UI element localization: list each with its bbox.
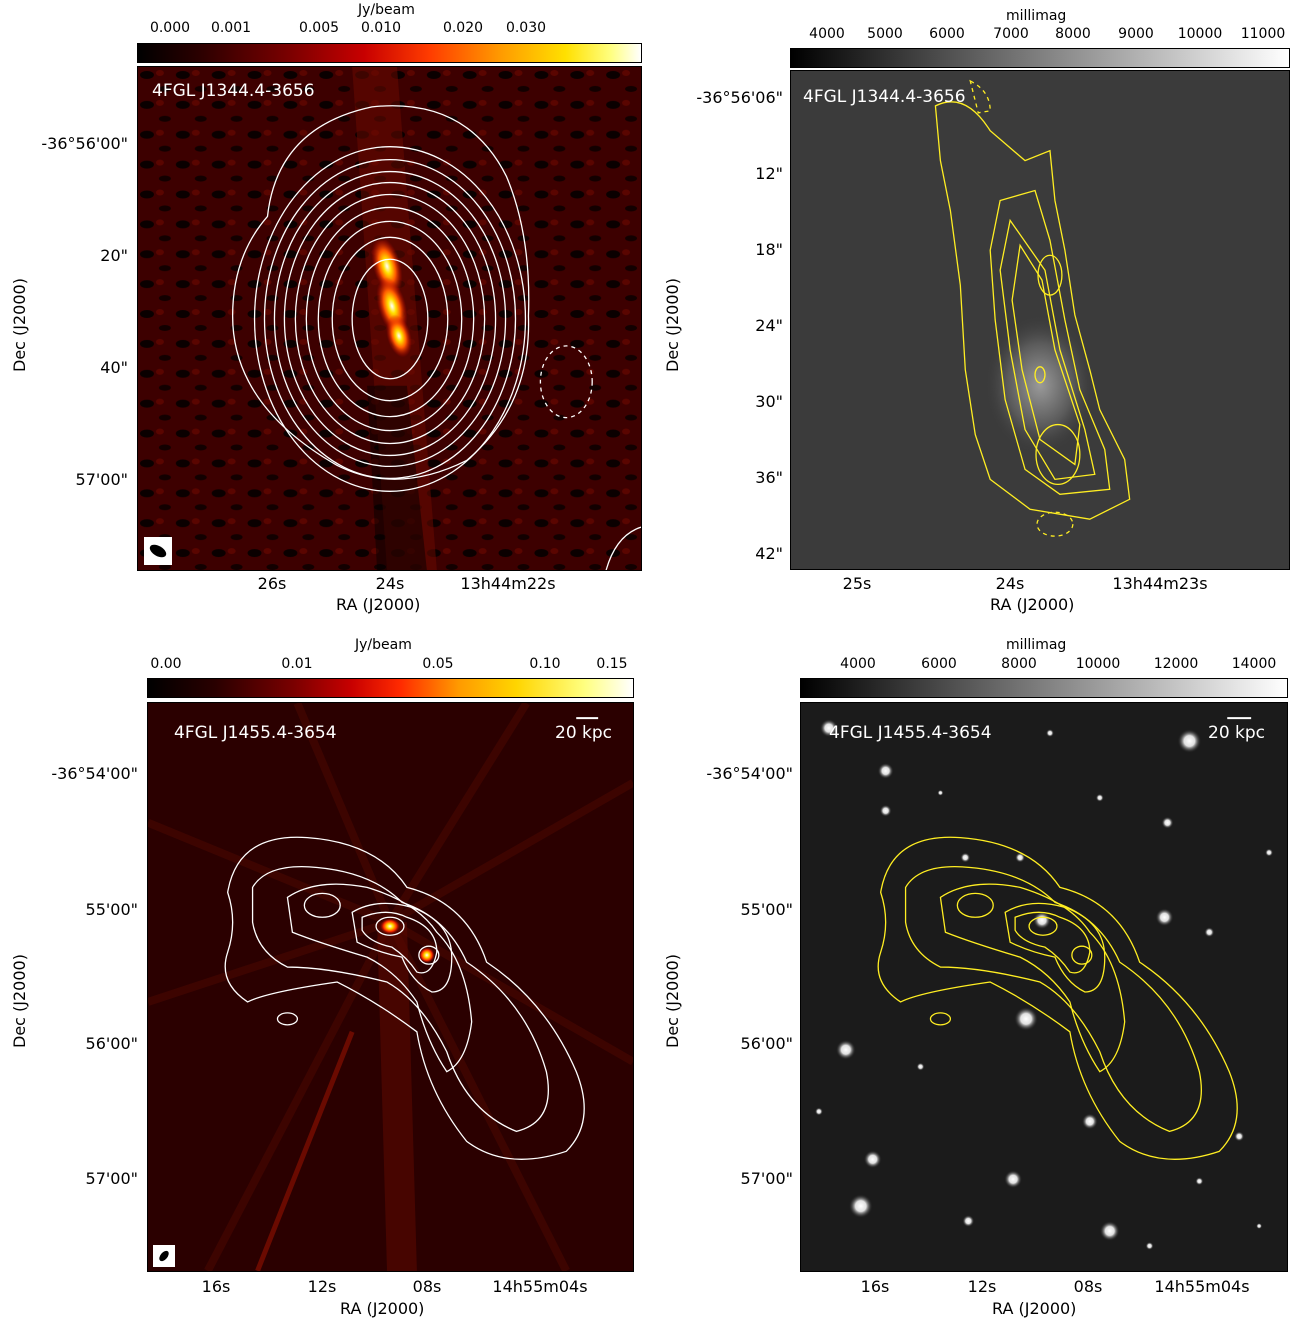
y-tick: 20" xyxy=(100,246,128,265)
colorbar-tick: 0.01 xyxy=(281,656,313,672)
y-tick: 42" xyxy=(755,544,783,563)
y-tick: -36°56'06" xyxy=(696,88,783,107)
beam-ellipse-box xyxy=(153,1245,175,1267)
y-tick: 12" xyxy=(755,164,783,183)
y-axis-label: Dec (J2000) xyxy=(663,954,682,1048)
beam-ellipse-icon xyxy=(149,544,167,558)
optical-image-b: 4FGL J1344.4-3656 xyxy=(790,70,1290,570)
colorbar-tick: 6000 xyxy=(929,26,965,42)
x-tick: 25s xyxy=(842,574,872,593)
colorbar-gray xyxy=(790,48,1290,68)
y-tick: 57'00" xyxy=(85,1169,138,1188)
x-tick: 08s xyxy=(1073,1277,1103,1296)
x-axis-label: RA (J2000) xyxy=(340,1299,425,1318)
optical-image-svg xyxy=(801,703,1287,1271)
colorbar-title: Jy/beam xyxy=(358,2,415,18)
colorbar-tick: 0.00 xyxy=(150,656,182,672)
colorbar-hot xyxy=(137,43,642,63)
y-tick: 24" xyxy=(755,316,783,335)
optical-image-svg xyxy=(791,71,1289,569)
colorbar-tick: 0.05 xyxy=(422,656,454,672)
source-label: 4FGL J1455.4-3654 xyxy=(829,723,992,743)
y-tick: 30" xyxy=(755,392,783,411)
x-tick: 14h55m04s xyxy=(492,1277,588,1296)
colorbar-tick: 7000 xyxy=(993,26,1029,42)
x-tick: 26s xyxy=(257,574,287,593)
y-tick: 56'00" xyxy=(740,1034,793,1053)
x-tick: 24s xyxy=(375,574,405,593)
x-tick: 12s xyxy=(307,1277,337,1296)
colorbar-tick: 12000 xyxy=(1153,656,1199,672)
source-label: 4FGL J1344.4-3656 xyxy=(152,81,315,101)
colorbar-tick: 0.10 xyxy=(529,656,561,672)
scale-bar-label: 20 kpc xyxy=(1208,723,1266,743)
source-label: 4FGL J1455.4-3654 xyxy=(174,723,337,743)
optical-image-d: 4FGL J1455.4-3654 20 kpc xyxy=(800,702,1288,1272)
y-tick: 55'00" xyxy=(85,900,138,919)
x-tick: 24s xyxy=(995,574,1025,593)
beam-ellipse-icon xyxy=(159,1250,169,1262)
radio-image-svg xyxy=(138,67,641,570)
radio-image-c: 4FGL J1455.4-3654 20 kpc xyxy=(147,702,634,1272)
radio-image-svg xyxy=(148,703,633,1271)
x-tick: 14h55m04s xyxy=(1154,1277,1250,1296)
colorbar-tick: 9000 xyxy=(1118,26,1154,42)
y-tick: 57'00" xyxy=(75,470,128,489)
x-tick: 13h44m23s xyxy=(1112,574,1208,593)
x-tick: 16s xyxy=(860,1277,890,1296)
colorbar-title: millimag xyxy=(1006,637,1067,653)
y-tick: 57'00" xyxy=(740,1169,793,1188)
colorbar-tick: 0.030 xyxy=(505,20,547,36)
y-axis-label: Dec (J2000) xyxy=(10,954,29,1048)
colorbar-tick: 11000 xyxy=(1240,26,1286,42)
colorbar-tick: 10000 xyxy=(1075,656,1121,672)
colorbar-title: millimag xyxy=(1006,8,1067,24)
beam-ellipse-box xyxy=(144,537,172,565)
x-axis-label: RA (J2000) xyxy=(990,595,1075,614)
colorbar-tick: 14000 xyxy=(1231,656,1277,672)
scale-bar-label: 20 kpc xyxy=(555,723,613,743)
colorbar-title: Jy/beam xyxy=(355,637,412,653)
y-axis-label: Dec (J2000) xyxy=(663,278,682,372)
colorbar-tick: 4000 xyxy=(840,656,876,672)
y-tick: 40" xyxy=(100,358,128,377)
x-tick: 16s xyxy=(201,1277,231,1296)
colorbar-gray xyxy=(800,678,1288,698)
colorbar-tick: 6000 xyxy=(921,656,957,672)
x-tick: 13h44m22s xyxy=(460,574,556,593)
colorbar-tick: 10000 xyxy=(1177,26,1223,42)
y-tick: 18" xyxy=(755,240,783,259)
radio-image-a: 4FGL J1344.4-3656 xyxy=(137,66,642,571)
colorbar-hot xyxy=(147,678,634,698)
colorbar-tick: 0.020 xyxy=(442,20,484,36)
x-tick: 08s xyxy=(412,1277,442,1296)
colorbar-tick: 4000 xyxy=(809,26,845,42)
y-axis-label: Dec (J2000) xyxy=(10,278,29,372)
source-label: 4FGL J1344.4-3656 xyxy=(803,87,966,107)
y-tick: 56'00" xyxy=(85,1034,138,1053)
colorbar-tick: 8000 xyxy=(1001,656,1037,672)
colorbar-tick: 0.000 xyxy=(149,20,191,36)
x-tick: 12s xyxy=(967,1277,997,1296)
colorbar-tick: 5000 xyxy=(867,26,903,42)
y-tick: 36" xyxy=(755,468,783,487)
y-tick: -36°54'00" xyxy=(51,764,138,783)
colorbar-tick: 0.005 xyxy=(298,20,340,36)
x-axis-label: RA (J2000) xyxy=(992,1299,1077,1318)
colorbar-tick: 8000 xyxy=(1055,26,1091,42)
y-tick: -36°56'00" xyxy=(41,134,128,153)
colorbar-tick: 0.15 xyxy=(596,656,628,672)
y-tick: -36°54'00" xyxy=(706,764,793,783)
y-tick: 55'00" xyxy=(740,900,793,919)
colorbar-tick: 0.010 xyxy=(360,20,402,36)
colorbar-tick: 0.001 xyxy=(210,20,252,36)
x-axis-label: RA (J2000) xyxy=(336,595,421,614)
